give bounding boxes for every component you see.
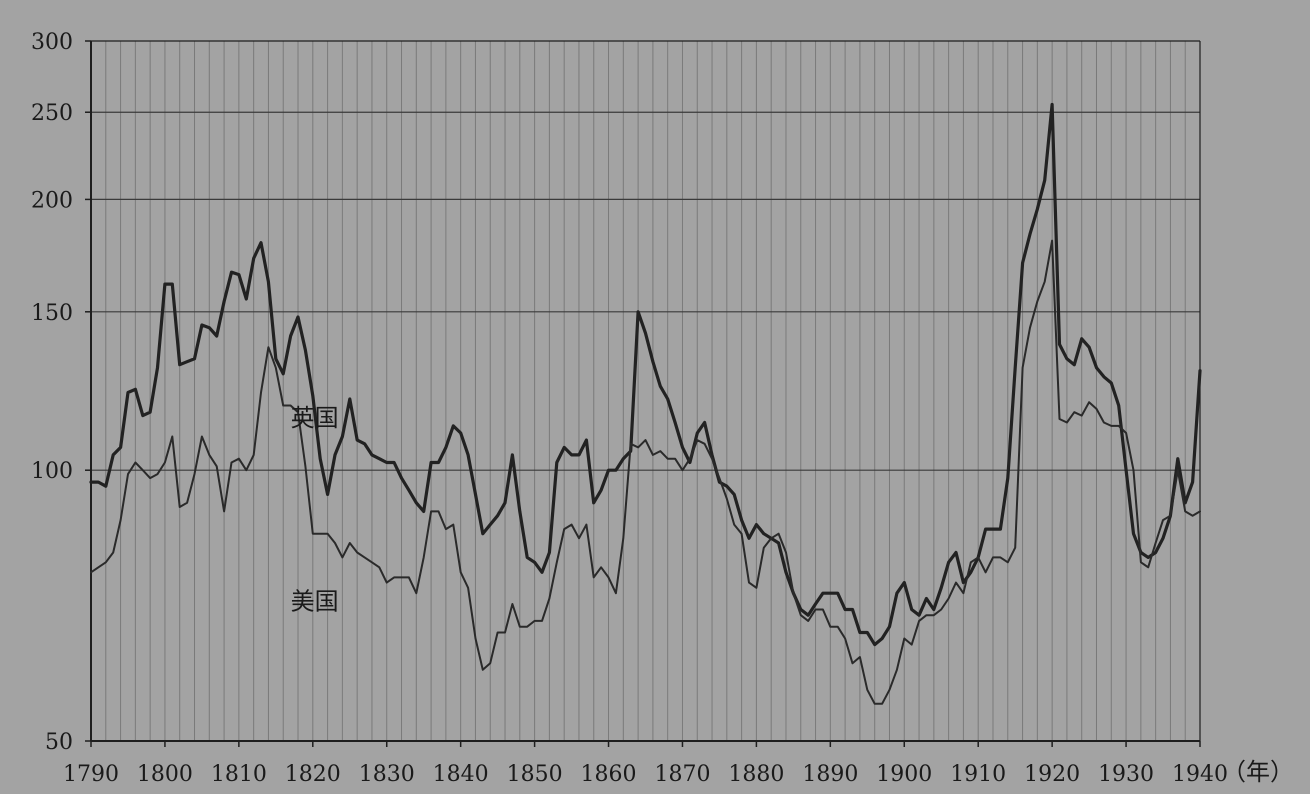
y-tick-label: 100: [31, 459, 73, 484]
x-tick-label: 1810: [211, 762, 267, 787]
y-tick-label: 150: [31, 301, 73, 326]
y-tick-label: 200: [31, 188, 73, 213]
y-tick-label: 50: [45, 730, 73, 755]
x-tick-label: 1900: [876, 762, 932, 787]
x-tick-label: 1790: [63, 762, 119, 787]
x-tick-label: 1830: [359, 762, 415, 787]
x-axis-unit-label: （年）: [1222, 758, 1294, 786]
x-tick-label: 1920: [1024, 762, 1080, 787]
x-tick-label: 1870: [654, 762, 710, 787]
vertical-gridlines: [105, 41, 1186, 741]
x-tick-label: 1840: [433, 762, 489, 787]
x-tick-labels: 1790 1800 1810 1820 1830 1840 1850 1860 1870 1880…: [63, 762, 1228, 787]
x-tick-label: 1940: [1172, 762, 1228, 787]
series-label-us: 美国: [291, 588, 339, 616]
x-tick-label: 1930: [1098, 762, 1154, 787]
series-label-uk: 英国: [291, 404, 339, 432]
series-line-uk: [89, 102, 1202, 647]
y-tick-label: 300: [31, 30, 73, 55]
axes: [85, 40, 1201, 747]
series-lines: [89, 102, 1202, 705]
x-tick-label: 1890: [802, 762, 858, 787]
x-tick-label: 1860: [581, 762, 637, 787]
y-tick-labels: 300 250 200 150 100 50: [31, 30, 73, 755]
x-tick-label: 1800: [137, 762, 193, 787]
x-tick-label: 1820: [285, 762, 341, 787]
horizontal-gridlines: [91, 111, 1200, 471]
x-tick-label: 1910: [950, 762, 1006, 787]
x-tick-label: 1880: [728, 762, 784, 787]
x-tick-label: 1850: [507, 762, 563, 787]
y-tick-label: 250: [31, 101, 73, 126]
series-line-us: [90, 239, 1201, 705]
